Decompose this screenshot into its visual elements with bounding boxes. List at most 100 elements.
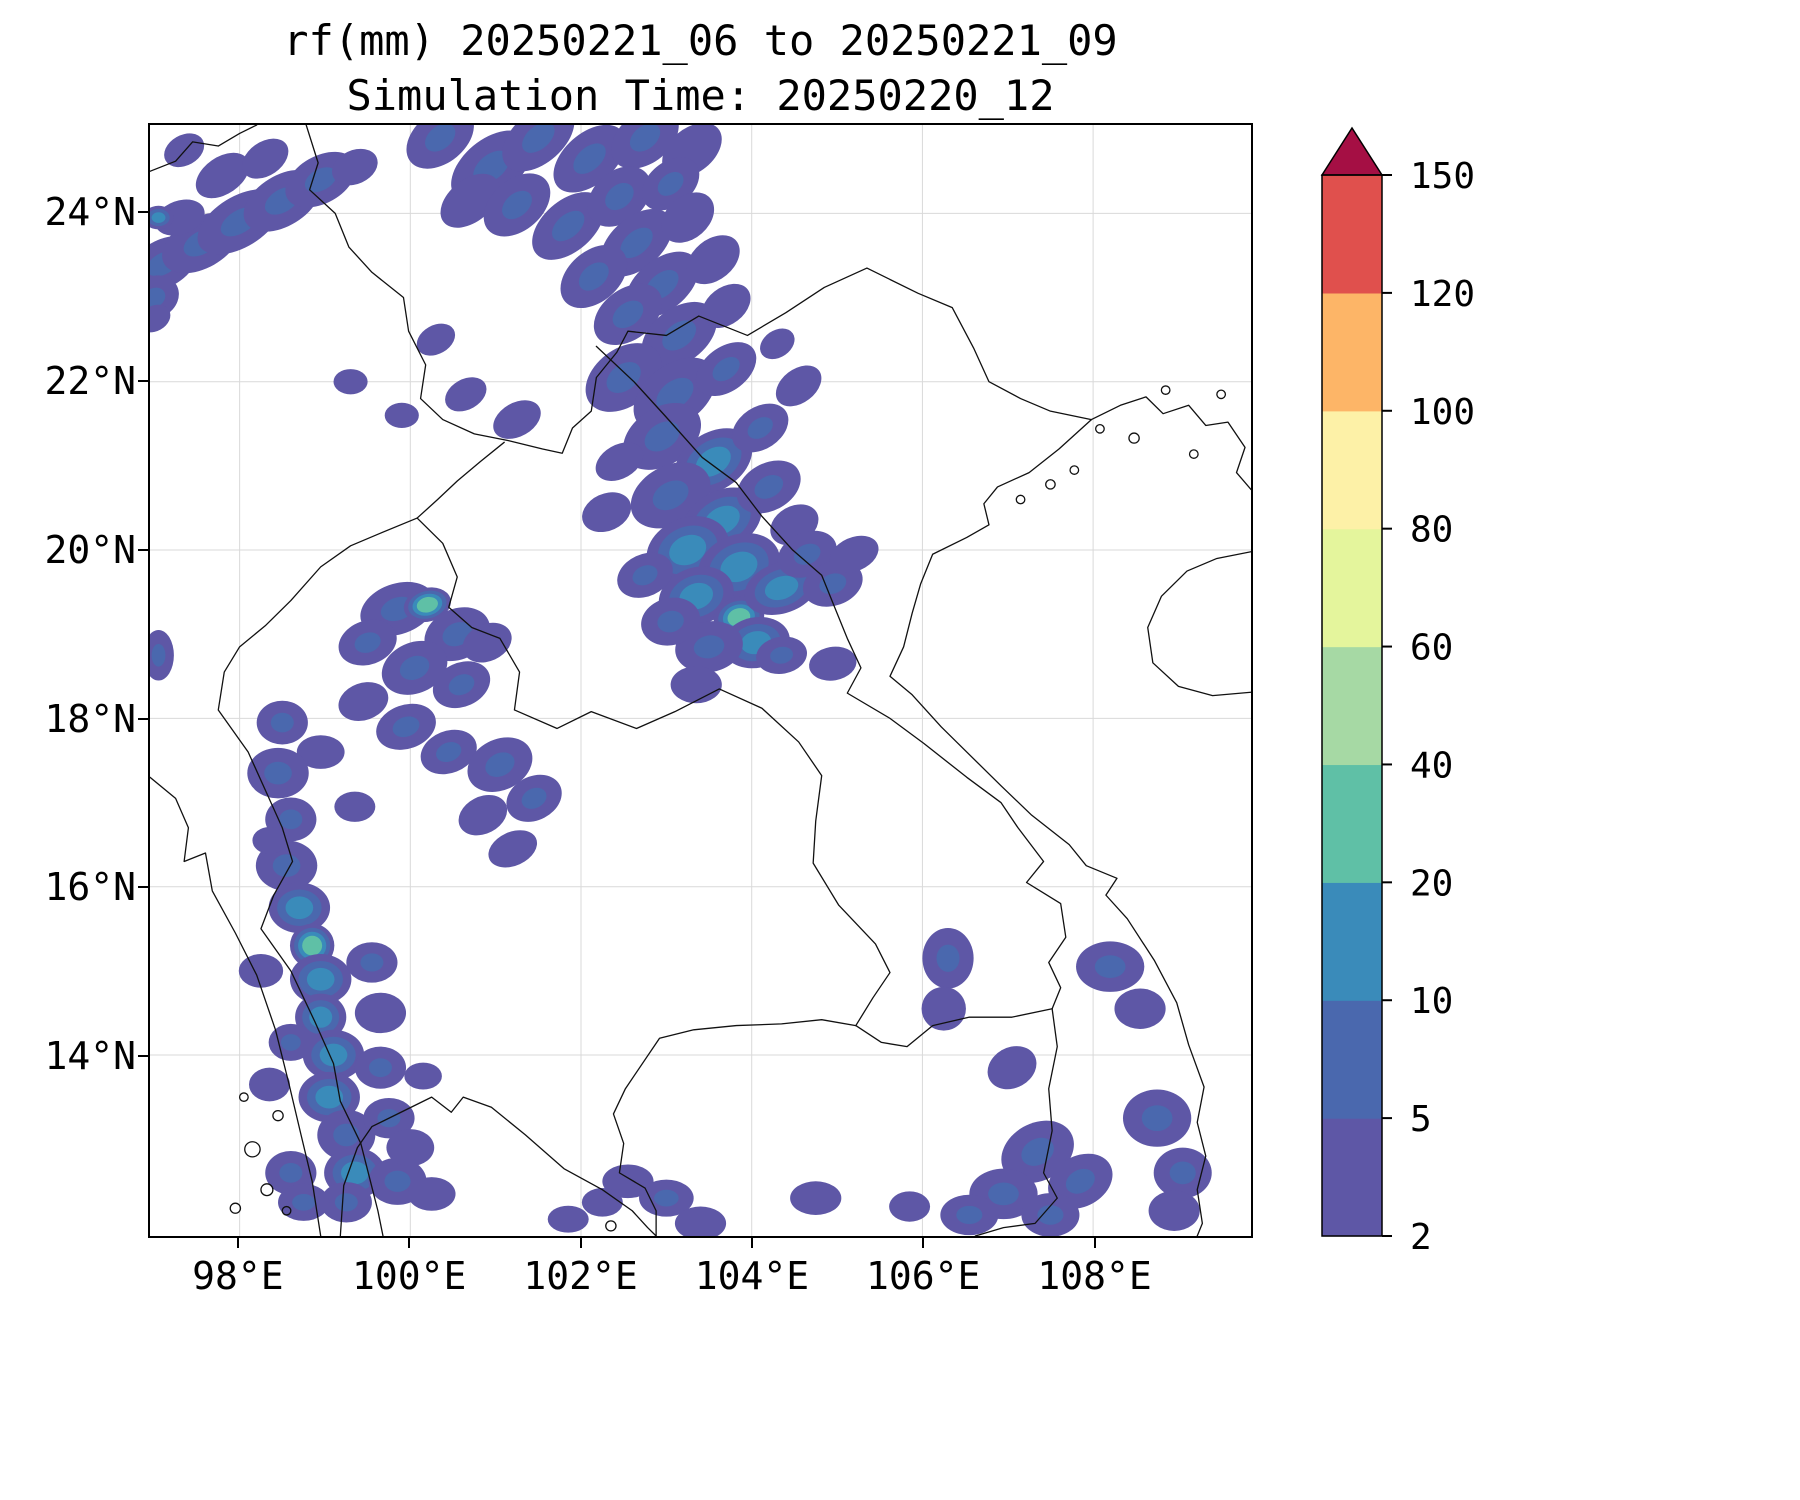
rain-cell-contour xyxy=(670,666,722,704)
rain-cell-contour xyxy=(921,986,966,1031)
rain-cell-contour xyxy=(578,262,609,291)
rain-cell-contour xyxy=(252,826,287,854)
rain-cell-contour xyxy=(502,190,532,220)
rain-cell-contour xyxy=(164,133,205,168)
rain-cell-contour xyxy=(674,1206,727,1236)
rain-cell-contour xyxy=(936,944,960,972)
rain-cell-contour xyxy=(819,573,847,595)
x-tick-mark xyxy=(922,1238,925,1248)
rain-cell-contour xyxy=(238,954,284,988)
figure-title-line2: Simulation Time: 20250220_12 xyxy=(346,70,1055,120)
colorbar-outline xyxy=(1321,174,1383,1237)
rain-cell-contour xyxy=(404,1062,442,1090)
rain-cell-contour xyxy=(436,742,462,763)
rain-cell-contour xyxy=(279,1163,303,1183)
x-tick-label: 98°E xyxy=(192,1254,284,1298)
rain-cell-contour xyxy=(661,192,715,243)
rain-cell-contour xyxy=(956,1205,983,1225)
rain-cell-contour xyxy=(547,1205,589,1233)
rain-cell-contour xyxy=(720,551,758,583)
rain-cell-contour xyxy=(334,791,376,822)
map-svg xyxy=(150,125,1251,1236)
rain-cell-contour xyxy=(1094,955,1126,979)
rain-cell-contour xyxy=(392,716,420,738)
colorbar-segment xyxy=(1322,882,1382,1001)
rain-cell-contour xyxy=(770,646,794,664)
y-tick-mark xyxy=(138,1055,148,1058)
rain-cell-contour xyxy=(695,446,731,477)
rain-cell-contour xyxy=(333,369,368,395)
rain-cell-contour xyxy=(462,622,512,663)
rain-cell-contour xyxy=(386,1129,435,1167)
coastline-gulf-of-thailand xyxy=(340,1097,656,1236)
rain-cell-contour xyxy=(657,171,684,196)
rain-cell-contour xyxy=(602,1164,654,1199)
rain-cell-contour xyxy=(551,210,585,242)
colorbar-tick-label: 2 xyxy=(1410,1217,1432,1258)
colorbar-tick-label: 40 xyxy=(1410,745,1453,786)
y-tick-label: 24°N xyxy=(44,189,136,234)
x-tick-mark xyxy=(579,1238,582,1248)
rain-cell-contour xyxy=(760,328,795,360)
x-tick-label: 108°E xyxy=(1037,1254,1152,1298)
rain-cell-contour xyxy=(701,283,751,329)
rain-cell-contour xyxy=(416,323,456,356)
colorbar-tick-label: 60 xyxy=(1410,628,1453,669)
colorbar-segment xyxy=(1322,410,1382,530)
colorbar-tick-label: 120 xyxy=(1410,274,1475,315)
rain-cell-contour xyxy=(292,1194,316,1211)
rain-cell-contour xyxy=(425,125,456,152)
rain-cell-contour xyxy=(151,212,166,223)
border-laos-vietnam xyxy=(596,346,1065,1008)
border-thailand-cambodia xyxy=(613,1020,855,1236)
rain-cell-contour xyxy=(249,1067,290,1102)
rain-cell-contour xyxy=(693,635,725,659)
islands xyxy=(230,386,1225,1231)
rain-cell-contour xyxy=(1169,1161,1196,1185)
rain-cell-contour xyxy=(338,682,389,721)
y-tick-mark xyxy=(138,548,148,551)
rain-cell-contour xyxy=(1037,1205,1064,1225)
rain-cell-contour xyxy=(581,1188,623,1217)
border-myanmar-laos xyxy=(417,442,504,518)
rain-cell-contour xyxy=(306,967,335,991)
rain-cell-contour xyxy=(488,830,538,868)
coastline-vietnam xyxy=(890,420,1206,1236)
country-borders xyxy=(150,125,1251,1236)
rain-cell-contour xyxy=(669,534,707,566)
y-tick-mark xyxy=(138,379,148,382)
rain-cell-contour xyxy=(368,1058,392,1078)
rain-cell-contour xyxy=(304,167,337,193)
rain-cell-contour xyxy=(809,646,857,681)
rain-cell-contour xyxy=(315,1085,344,1109)
y-tick-label: 20°N xyxy=(44,527,136,572)
gridlines xyxy=(150,125,1251,1236)
rain-cell-contour xyxy=(334,1193,358,1212)
rain-cell-contour xyxy=(595,442,644,481)
figure-title: rf(mm) 20250221_06 to 20250221_09 Simula… xyxy=(148,14,1253,123)
colorbar-over-triangle xyxy=(1320,126,1384,176)
rain-cell-contour xyxy=(285,896,314,920)
rain-cell-contour xyxy=(195,152,250,199)
x-tick-label: 102°E xyxy=(523,1254,638,1298)
colorbar: 2 5 10 20 40 60 80 100 120 150 xyxy=(1320,126,1475,1258)
figure-title-line1: rf(mm) 20250221_06 to 20250221_09 xyxy=(283,16,1118,65)
rain-cell-contour xyxy=(644,421,680,452)
colorbar-segment xyxy=(1322,528,1382,648)
rain-cell-contour xyxy=(686,235,740,285)
coastline-china-gulf-of-tonkin xyxy=(1091,397,1251,490)
rain-cell-contour xyxy=(296,735,345,769)
rain-cell-contour xyxy=(987,1046,1037,1090)
rain-cell-contour xyxy=(712,356,740,382)
rain-cell-contour xyxy=(988,1182,1019,1206)
y-tick-mark xyxy=(138,886,148,889)
colorbar-segment xyxy=(1322,175,1382,294)
x-tick-mark xyxy=(1093,1238,1096,1248)
rain-cell-contour xyxy=(333,1123,360,1147)
x-tick-label: 106°E xyxy=(866,1254,981,1298)
y-tick-label: 16°N xyxy=(44,865,136,910)
rain-cell-contour xyxy=(573,143,606,174)
colorbar-tick-label: 20 xyxy=(1410,863,1453,904)
rain-cell-contour xyxy=(790,1181,842,1215)
